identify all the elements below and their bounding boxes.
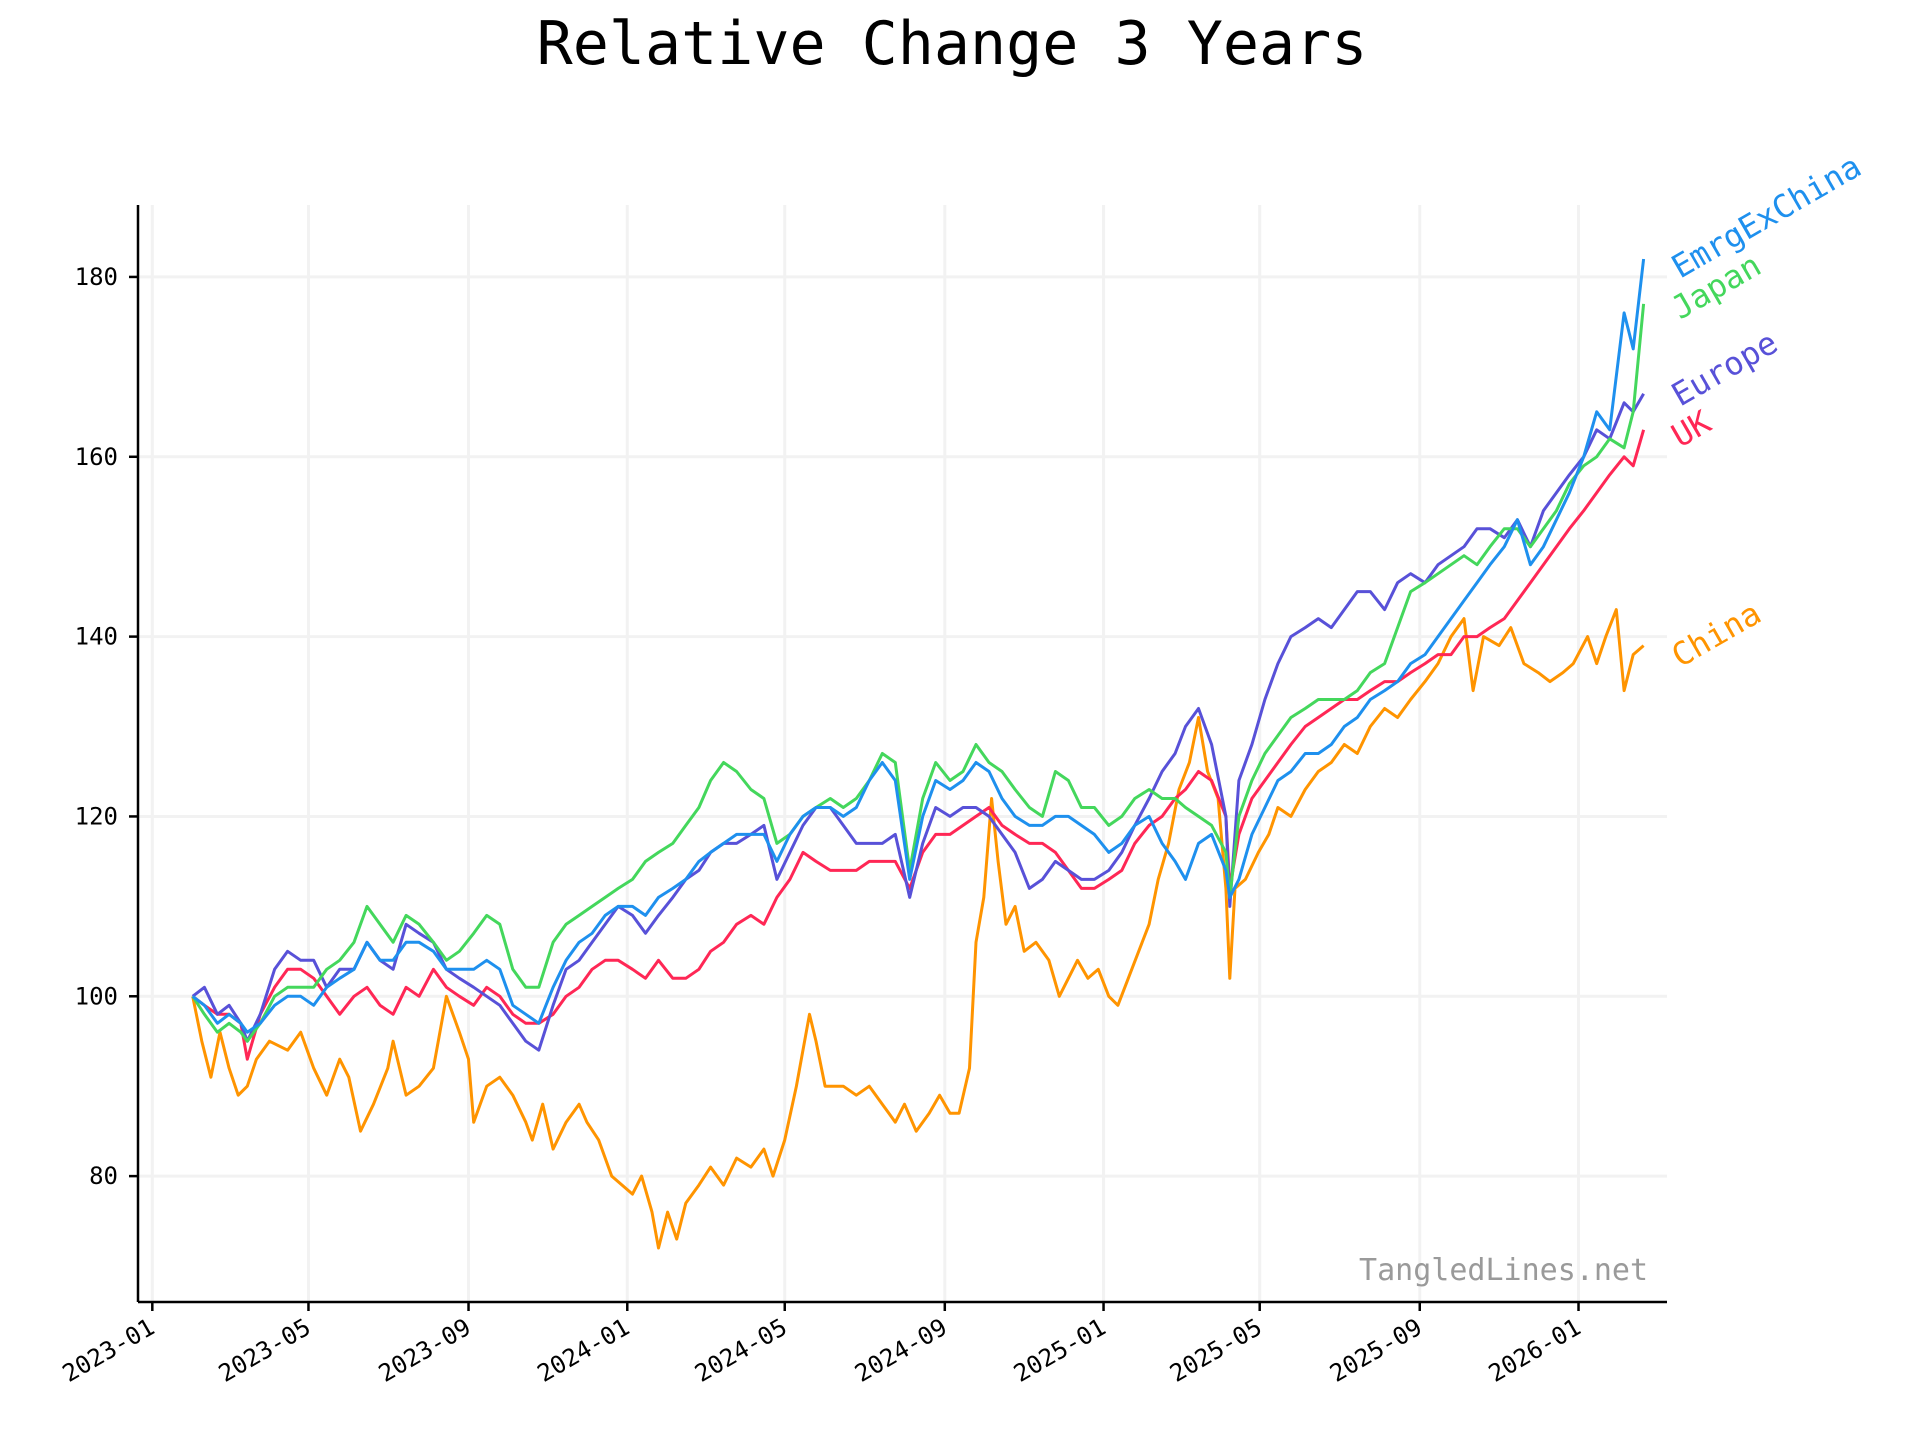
series-end-label-china: China <box>1665 594 1767 675</box>
y-tick-label: 140 <box>75 623 118 651</box>
series-line-uk <box>191 429 1646 1061</box>
x-tick-label: 2023-09 <box>374 1313 476 1388</box>
axes <box>129 205 1667 1311</box>
x-tick-label: 2024-09 <box>850 1313 952 1388</box>
x-tick-label: 2025-01 <box>1009 1313 1111 1388</box>
series-line-emrgexchina <box>191 258 1646 1034</box>
y-tick-label: 100 <box>75 982 118 1010</box>
y-tick-label: 160 <box>75 443 118 471</box>
watermark: TangledLines.net <box>1359 1253 1648 1288</box>
x-tick-label: 2024-05 <box>690 1313 792 1388</box>
series-end-label-europe: Europe <box>1665 323 1784 414</box>
x-tick-label: 2025-09 <box>1325 1313 1427 1388</box>
y-tick-label: 180 <box>75 263 118 291</box>
x-tick-label: 2023-05 <box>214 1313 316 1388</box>
series-line-china <box>191 608 1645 1250</box>
y-tick-label: 120 <box>75 802 118 830</box>
x-tick-label: 2023-01 <box>58 1313 160 1388</box>
series-lines <box>191 258 1646 1250</box>
x-tick-label: 2024-01 <box>533 1313 635 1388</box>
series-line-japan <box>191 303 1646 1043</box>
x-tick-label: 2026-01 <box>1484 1313 1586 1388</box>
series-end-label-uk: UK <box>1665 402 1718 455</box>
chart-title: Relative Change 3 Years <box>537 9 1368 79</box>
tick-labels: 80 100 120 140 160 180 2023-01 2023-05 2023-09 20… <box>58 263 1586 1388</box>
y-tick-label: 80 <box>89 1162 118 1190</box>
series-line-europe <box>191 393 1645 1052</box>
grid <box>138 205 1667 1302</box>
x-tick-label: 2025-05 <box>1165 1313 1267 1388</box>
series-end-label-emrgexchina: EmrgExChina <box>1665 147 1868 286</box>
